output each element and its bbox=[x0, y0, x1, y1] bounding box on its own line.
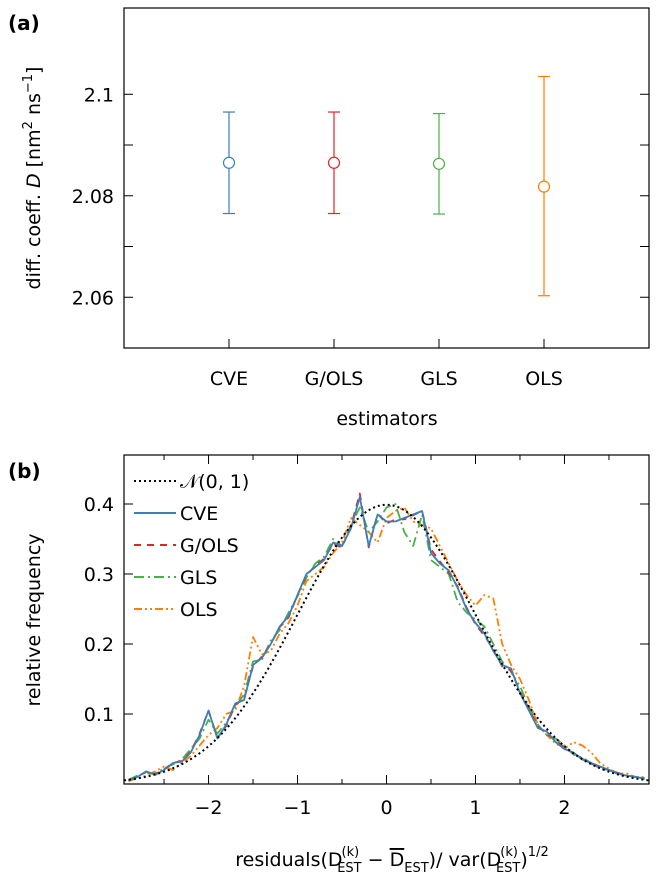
legend-label: GLS bbox=[180, 567, 217, 589]
errorbar-point bbox=[327, 156, 341, 169]
legend-label: OLS bbox=[180, 599, 218, 621]
panel-b-xtick-label: 2 bbox=[558, 797, 570, 819]
panel-a-x-axis: CVE G/OLS GLS OLS bbox=[210, 339, 563, 390]
errorbar-ols bbox=[537, 75, 551, 297]
legend-entry: OLS bbox=[134, 599, 218, 621]
panel-a-y-axis: 2.06 2.08 2.1 bbox=[72, 84, 649, 309]
panel-a-ytick-label: 2.1 bbox=[84, 84, 114, 106]
legend-entry: CVE bbox=[134, 503, 218, 525]
legend-entry: 𝒩(0, 1) bbox=[134, 471, 249, 493]
panel-a-xtick-label: CVE bbox=[210, 368, 248, 390]
panel-b-curves bbox=[124, 492, 649, 783]
panel-b-xtick-label: −1 bbox=[284, 797, 312, 819]
panel-b-ytick-label: 0.3 bbox=[84, 564, 114, 586]
legend-label: G/OLS bbox=[180, 535, 239, 557]
errorbar-point bbox=[537, 180, 551, 193]
panel-b-ytick-label: 0.4 bbox=[84, 494, 114, 516]
panel-a-xtick-label: G/OLS bbox=[305, 368, 364, 390]
panel-a-ytick-label: 2.08 bbox=[72, 186, 114, 208]
normal-reference-curve bbox=[124, 503, 649, 782]
series-line-cve bbox=[128, 496, 645, 782]
panel-b-label: (b) bbox=[8, 459, 41, 483]
panel-b-y-axis: 0.1 0.2 0.3 0.4 bbox=[84, 494, 649, 726]
panel-b-line-chart: (b) 0.1 0.2 0.3 0.4 −2 −1 0 1 2 𝒩(0, 1) CVE G/OLS… bbox=[8, 454, 650, 876]
legend-label: 𝒩(0, 1) bbox=[180, 471, 249, 493]
panel-a-plot-frame bbox=[123, 7, 650, 349]
panel-a-x-axis-label: estimators bbox=[336, 408, 437, 430]
panel-b-ytick-label: 0.1 bbox=[84, 704, 114, 726]
panel-a-marks bbox=[222, 75, 551, 297]
panel-b-x-axis: −2 −1 0 1 2 bbox=[163, 455, 610, 819]
panel-a-xtick-label: OLS bbox=[525, 368, 563, 390]
panel-b-xtick-label: 0 bbox=[380, 797, 392, 819]
panel-b-ytick-label: 0.2 bbox=[84, 634, 114, 656]
panel-b-y-axis-label: relative frequency bbox=[23, 533, 45, 706]
panel-b-xtick-label: 1 bbox=[469, 797, 481, 819]
panel-a-ytick-label: 2.06 bbox=[72, 287, 114, 309]
panel-a-y-axis-label: diff. coeff. D [nm2 ns−1] bbox=[21, 67, 45, 290]
panel-a-label: (a) bbox=[8, 11, 40, 35]
errorbar-cve bbox=[222, 111, 236, 215]
panel-a-xtick-label: GLS bbox=[420, 368, 457, 390]
legend-label: CVE bbox=[180, 503, 218, 525]
panel-b-x-axis-label: residuals(D(k) EST − DEST)/ var(D(k) EST)1… bbox=[235, 845, 548, 876]
panel-a-errorbar-chart: (a) 2.06 2.08 2.1 CVE G/OLS GLS OLS estimator… bbox=[8, 7, 650, 430]
panel-b-xtick-label: −2 bbox=[195, 797, 223, 819]
errorbar-gls bbox=[432, 112, 446, 215]
errorbar-point bbox=[432, 157, 446, 170]
errorbar-g-ols bbox=[327, 111, 341, 215]
errorbar-point bbox=[222, 156, 236, 169]
legend-entry: GLS bbox=[134, 567, 217, 589]
legend-entry: G/OLS bbox=[134, 535, 239, 557]
panel-b-legend: 𝒩(0, 1) CVE G/OLS GLS OLS bbox=[134, 471, 249, 621]
